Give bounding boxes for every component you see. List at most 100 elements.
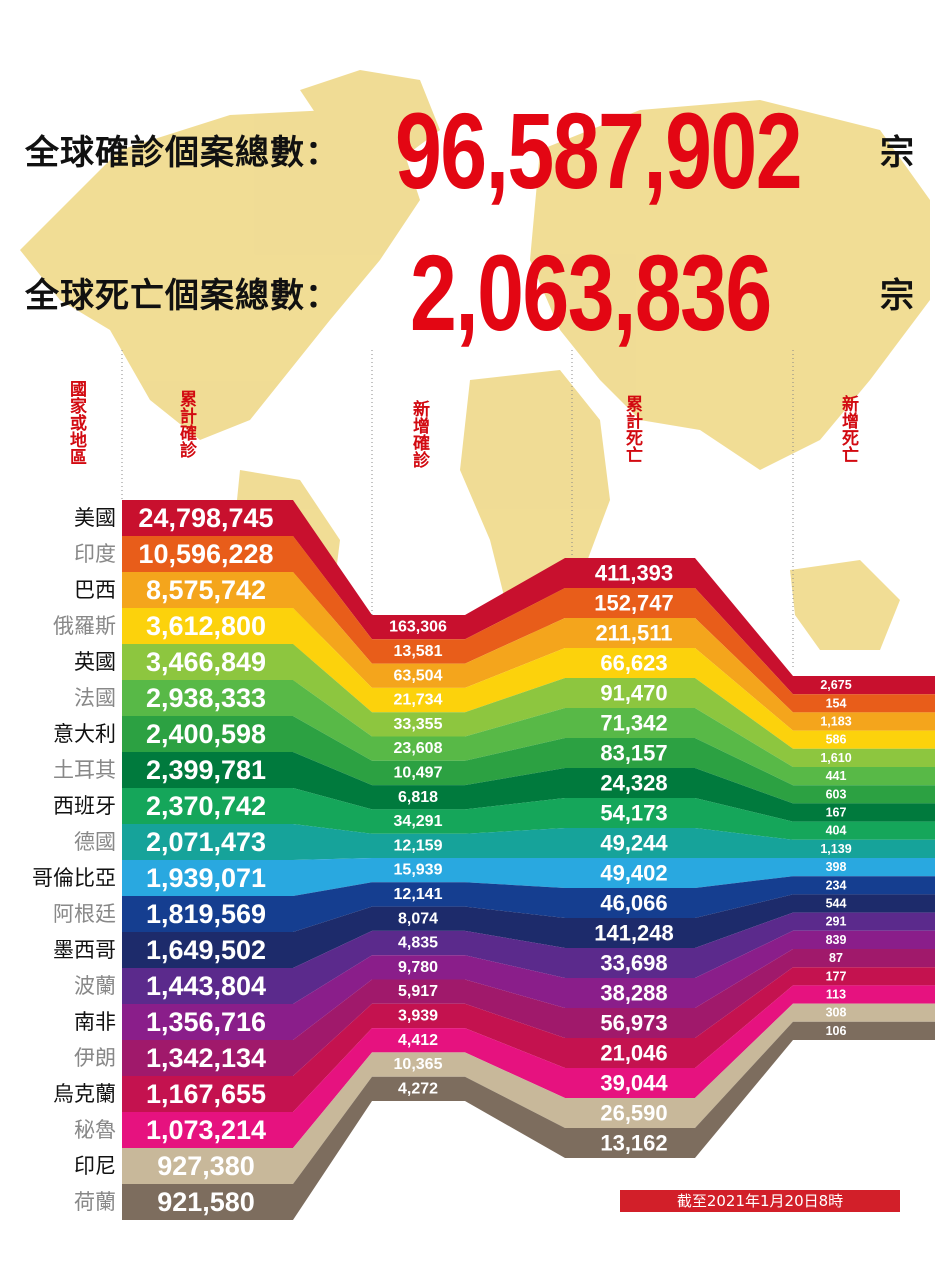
cum-cases-value: 927,380 (157, 1151, 255, 1181)
cum-deaths-value: 83,157 (600, 741, 667, 766)
cum-cases-value: 1,939,071 (146, 863, 266, 893)
cum-cases-value: 1,167,655 (146, 1079, 266, 1109)
new-deaths-value: 308 (826, 1006, 847, 1020)
country-label: 巴西 (74, 578, 116, 602)
cum-deaths-value: 26,590 (600, 1101, 667, 1126)
confirmed-total-label: 全球確診個案總數： (25, 133, 340, 173)
new-deaths-value: 603 (826, 787, 847, 801)
new-cases-value: 34,291 (394, 813, 443, 830)
new-deaths-value: 2,675 (820, 678, 851, 692)
new-deaths-value: 87 (829, 951, 843, 965)
country-label: 阿根廷 (53, 902, 116, 926)
new-deaths-value: 586 (826, 733, 847, 747)
new-deaths-value: 1,139 (820, 842, 851, 856)
country-label: 印尼 (74, 1154, 116, 1178)
new-deaths-value: 1,610 (820, 751, 851, 765)
country-label: 哥倫比亞 (32, 866, 116, 890)
new-cases-value: 163,306 (389, 619, 447, 636)
country-label: 美國 (74, 506, 116, 530)
cum-deaths-value: 211,511 (595, 621, 672, 646)
date-footnote: 截至2021年1月20日8時 (620, 1190, 900, 1212)
new-cases-value: 12,141 (394, 886, 443, 903)
new-cases-value: 13,581 (394, 643, 443, 660)
column-head-cumulative-deaths: 累計死亡 (622, 395, 642, 463)
column-head-new-deaths: 新增死亡 (838, 395, 858, 463)
cum-cases-value: 2,399,781 (146, 755, 266, 785)
new-cases-value: 21,734 (394, 692, 443, 709)
country-label: 南非 (74, 1010, 116, 1034)
column-head-cumulative-cases: 累計確診 (176, 390, 196, 458)
band-5 (122, 644, 935, 767)
cum-deaths-value: 56,973 (600, 1011, 667, 1036)
cum-cases-value: 1,649,502 (146, 935, 266, 965)
band-19 (122, 1003, 935, 1184)
new-cases-value: 3,939 (398, 1007, 438, 1024)
new-cases-value: 12,159 (394, 837, 443, 854)
new-cases-value: 6,818 (398, 789, 438, 806)
cum-deaths-value: 46,066 (600, 891, 667, 916)
deaths-total-value: 2,063,836 (410, 232, 772, 353)
band-18 (122, 985, 935, 1148)
cum-cases-value: 1,073,214 (146, 1115, 266, 1145)
band-14 (122, 912, 935, 1004)
cum-deaths-value: 71,342 (600, 711, 667, 736)
new-deaths-value: 167 (826, 806, 847, 820)
band-9 (122, 788, 935, 840)
country-label: 法國 (74, 686, 116, 710)
new-deaths-value: 154 (826, 696, 847, 710)
new-deaths-value: 398 (826, 860, 847, 874)
cum-deaths-value: 39,044 (600, 1071, 668, 1096)
country-label: 荷蘭 (74, 1190, 116, 1214)
new-cases-value: 10,365 (394, 1056, 443, 1073)
cum-cases-value: 3,466,849 (146, 647, 266, 677)
cum-deaths-value: 141,248 (594, 921, 674, 946)
cum-cases-value: 1,356,716 (146, 1007, 266, 1037)
new-cases-value: 4,272 (398, 1080, 438, 1097)
new-cases-value: 15,939 (394, 862, 443, 879)
country-label: 俄羅斯 (53, 614, 116, 638)
column-head-country: 國家或地區 (66, 380, 86, 465)
new-cases-value: 4,835 (398, 935, 438, 952)
cum-deaths-value: 66,623 (600, 651, 667, 676)
cum-cases-value: 3,612,800 (146, 611, 266, 641)
band-17 (122, 967, 935, 1112)
cum-deaths-value: 91,470 (600, 681, 667, 706)
band-15 (122, 930, 935, 1040)
band-13 (122, 894, 935, 968)
cum-cases-value: 2,400,598 (146, 719, 266, 749)
country-label: 秘魯 (74, 1118, 116, 1142)
confirmed-total-unit: 宗 (880, 133, 914, 173)
deaths-total-label: 全球死亡個案總數： (25, 276, 340, 316)
cum-cases-value: 1,819,569 (146, 899, 266, 929)
country-label: 英國 (74, 650, 116, 674)
new-deaths-value: 1,183 (820, 715, 851, 729)
cum-cases-value: 1,443,804 (146, 971, 266, 1001)
cum-deaths-value: 152,747 (594, 591, 674, 616)
cum-deaths-value: 54,173 (600, 801, 667, 826)
cum-deaths-value: 33,698 (600, 951, 667, 976)
deaths-total-unit: 宗 (880, 276, 914, 316)
new-deaths-value: 441 (826, 769, 847, 783)
country-label: 伊朗 (74, 1046, 116, 1070)
band-12 (122, 876, 935, 932)
band-7 (122, 716, 935, 804)
confirmed-total-value: 96,587,902 (395, 90, 803, 211)
country-label: 土耳其 (53, 758, 116, 782)
band-11 (122, 858, 935, 896)
country-label: 意大利 (53, 722, 116, 746)
country-label: 波蘭 (74, 974, 116, 998)
new-cases-value: 63,504 (394, 667, 443, 684)
cum-cases-value: 1,342,134 (146, 1043, 266, 1073)
new-deaths-value: 544 (826, 897, 847, 911)
new-cases-value: 4,412 (398, 1032, 438, 1049)
cum-deaths-value: 24,328 (600, 771, 667, 796)
column-head-new-cases: 新增確診 (409, 400, 429, 468)
new-deaths-value: 291 (826, 915, 847, 929)
new-deaths-value: 839 (826, 933, 847, 947)
new-cases-value: 9,780 (398, 959, 438, 976)
new-cases-value: 5,917 (398, 983, 438, 1000)
cum-cases-value: 2,370,742 (146, 791, 266, 821)
band-20 (122, 1021, 935, 1220)
